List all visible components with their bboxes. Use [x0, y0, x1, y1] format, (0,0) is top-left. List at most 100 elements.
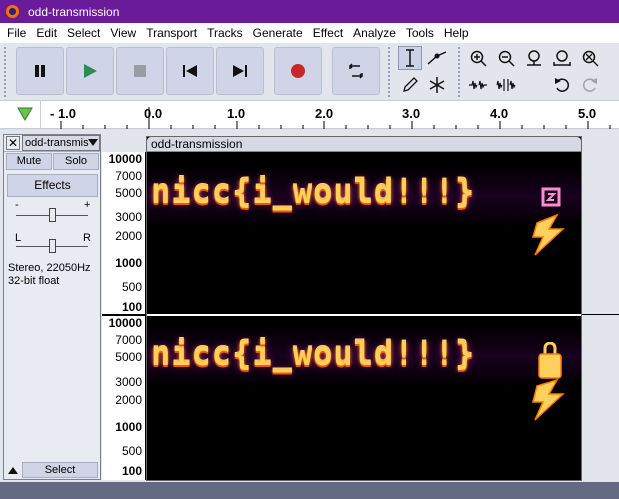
- lightning-glyph-icon: [532, 187, 565, 256]
- timeline-ruler[interactable]: - 1.0 0.0 1.0 2.0 3.0 4.0 5.0: [0, 101, 619, 129]
- freq-label: 7000: [115, 333, 142, 347]
- envelope-tool[interactable]: [425, 46, 449, 70]
- menu-tools[interactable]: Tools: [405, 26, 434, 40]
- freq-label: 3000: [115, 375, 142, 389]
- close-track-button[interactable]: ✕: [6, 136, 20, 150]
- pencil-icon: [403, 77, 418, 92]
- track-info-format: 32-bit float: [8, 275, 60, 287]
- menu-edit[interactable]: Edit: [36, 26, 58, 40]
- selection-tool[interactable]: [398, 46, 422, 70]
- draw-tool[interactable]: [398, 73, 422, 97]
- play-head-icon[interactable]: [17, 106, 33, 122]
- solo-button[interactable]: Solo: [53, 153, 99, 170]
- freq-label: 500: [121, 444, 142, 458]
- pause-icon: [35, 65, 45, 77]
- title-bar: odd-transmission: [0, 0, 619, 23]
- pan-left-label: L: [15, 232, 22, 244]
- tools-grip[interactable]: [388, 47, 394, 97]
- zoom-out-icon: [498, 50, 515, 67]
- menu-help[interactable]: Help: [443, 26, 469, 40]
- undo-icon: [555, 78, 570, 92]
- envelope-icon: [427, 51, 447, 65]
- ruler-label: 4.0: [490, 106, 509, 121]
- clip-title-bar[interactable]: odd-transmission: [147, 137, 581, 152]
- menu-generate[interactable]: Generate: [252, 26, 303, 40]
- menu-effect[interactable]: Effect: [312, 26, 344, 40]
- zoom-selection-icon: [527, 50, 541, 66]
- toolbar-grip[interactable]: [4, 47, 10, 97]
- silence-audio-button[interactable]: [494, 73, 518, 97]
- zoom-in-icon: [470, 50, 487, 67]
- collapse-track-icon[interactable]: [7, 465, 19, 475]
- gain-minus-label: -: [15, 199, 19, 211]
- stop-button[interactable]: [116, 47, 164, 95]
- mute-button[interactable]: Mute: [6, 153, 52, 170]
- menu-file[interactable]: File: [7, 26, 27, 40]
- track-name: odd-transmis: [25, 137, 89, 149]
- effects-button[interactable]: Effects: [7, 174, 98, 197]
- zoom-fit-icon: [553, 50, 571, 66]
- freq-label: 10000: [108, 316, 142, 330]
- fit-project-button[interactable]: [550, 46, 574, 70]
- ruler-label: 1.0: [227, 106, 246, 121]
- redo-icon: [582, 78, 597, 92]
- menu-bar: File Edit Select View Transport Tracks G…: [0, 23, 619, 43]
- zoom-toggle-icon: [582, 50, 599, 67]
- freq-label: 5000: [115, 350, 142, 364]
- edit-grip[interactable]: [458, 47, 464, 97]
- freq-label: 7000: [115, 169, 142, 183]
- loop-button[interactable]: [332, 47, 380, 95]
- record-button[interactable]: [274, 47, 322, 95]
- gain-plus-label: +: [84, 199, 91, 211]
- frequency-axis-channel2[interactable]: 10000 7000 5000 3000 2000 1000 500 100: [102, 316, 146, 480]
- freq-label: 3000: [115, 210, 142, 224]
- zoom-out-button[interactable]: [494, 46, 518, 70]
- menu-transport[interactable]: Transport: [146, 26, 198, 40]
- pan-slider-thumb[interactable]: [49, 239, 56, 253]
- track-control-panel: ✕ odd-transmis Mute Solo Effects - + L R…: [3, 134, 101, 480]
- pause-button[interactable]: [16, 47, 64, 95]
- track-menu-button[interactable]: odd-transmis: [22, 135, 100, 151]
- lock-glyph-icon: [532, 342, 565, 421]
- trim-audio-button[interactable]: [466, 73, 490, 97]
- clip-name: odd-transmission: [151, 137, 243, 151]
- ruler-label: 2.0: [315, 106, 334, 121]
- fit-selection-button[interactable]: [522, 46, 546, 70]
- undo-button[interactable]: [550, 73, 574, 97]
- bottom-bar: [0, 482, 619, 499]
- trim-icon: [469, 80, 487, 90]
- freq-label: 1000: [115, 256, 142, 270]
- skip-to-end-button[interactable]: [216, 47, 264, 95]
- menu-select[interactable]: Select: [67, 26, 101, 40]
- skip-to-start-button[interactable]: [166, 47, 214, 95]
- freq-label: 10000: [108, 152, 142, 166]
- chevron-down-icon: [88, 139, 98, 146]
- record-icon: [291, 64, 305, 78]
- gain-slider-thumb[interactable]: [49, 208, 56, 222]
- zoom-in-button[interactable]: [466, 46, 490, 70]
- freq-label: 100: [121, 464, 142, 478]
- menu-tracks[interactable]: Tracks: [207, 26, 243, 40]
- freq-label: 1000: [115, 420, 142, 434]
- frequency-axis-channel1[interactable]: 10000 7000 5000 3000 2000 1000 500 100: [102, 152, 146, 314]
- ruler-label: 5.0: [578, 106, 597, 121]
- freq-label: 2000: [115, 393, 142, 407]
- play-button[interactable]: [66, 47, 114, 95]
- audacity-app-icon: [6, 5, 19, 18]
- redo-button[interactable]: [578, 73, 602, 97]
- menu-analyze[interactable]: Analyze: [353, 26, 396, 40]
- audio-clip[interactable]: odd-transmission nicc{i_would!!!} nicc{i…: [146, 136, 582, 481]
- freq-label: 2000: [115, 229, 142, 243]
- skip-end-icon: [233, 65, 247, 77]
- select-track-button[interactable]: Select: [22, 462, 98, 478]
- menu-view[interactable]: View: [110, 26, 137, 40]
- ibeam-icon: [406, 49, 414, 67]
- spectrogram-text-channel1: nicc{i_would!!!}: [151, 173, 476, 211]
- skip-start-icon: [183, 65, 197, 77]
- track-info-rate: Stereo, 22050Hz: [8, 262, 91, 274]
- multi-tool[interactable]: [425, 73, 449, 97]
- toolbar: [0, 43, 619, 101]
- spectrogram-text-channel2: nicc{i_would!!!}: [151, 335, 476, 373]
- pan-right-label: R: [83, 232, 91, 244]
- zoom-toggle-button[interactable]: [578, 46, 602, 70]
